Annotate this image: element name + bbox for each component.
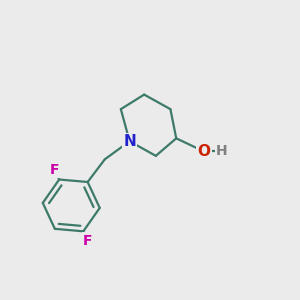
Text: H: H — [216, 145, 227, 158]
Text: N: N — [123, 134, 136, 149]
Text: O: O — [197, 144, 211, 159]
Text: F: F — [50, 163, 60, 177]
Text: F: F — [83, 234, 92, 248]
